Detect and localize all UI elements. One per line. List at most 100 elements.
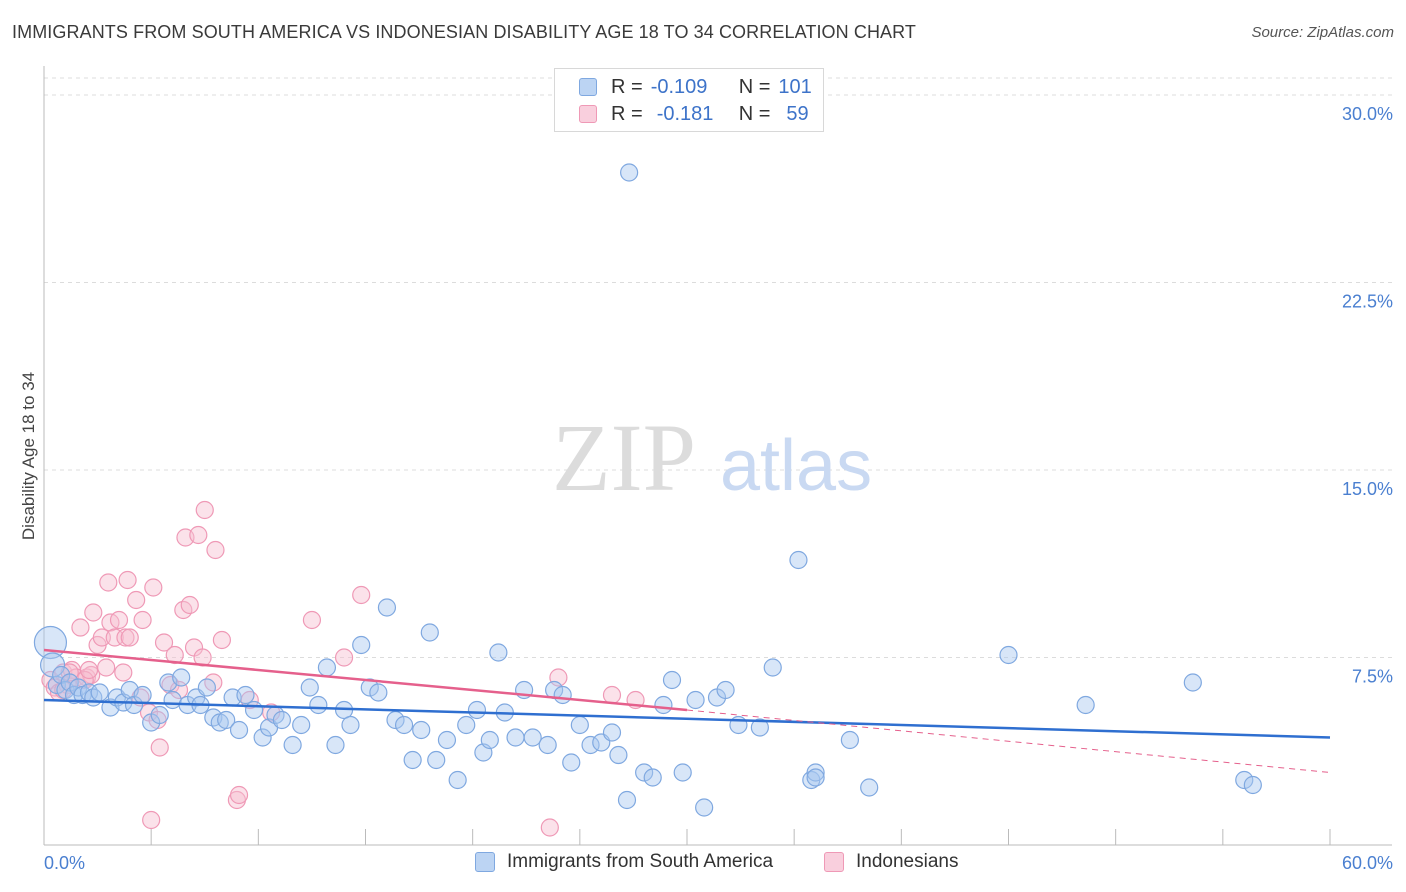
south-america-point [437,730,457,750]
south-america-point [480,730,499,750]
series-legend: Immigrants from South America Indonesian… [0,851,1406,879]
legend-n-value-pink: 59 [786,102,809,125]
south-america-point [602,723,622,742]
x-tick-label-max: 60.0% [1342,853,1393,873]
indonesian-point [144,578,163,597]
south-america-point [620,163,639,182]
indonesian-point [540,818,559,837]
south-america-point [369,683,388,702]
legend-item-south-america: Immigrants from South America [475,851,773,873]
legend-swatch-pink [579,105,597,123]
indonesian-point [118,570,137,590]
legend-r-value-pink: -0.181 [656,102,714,125]
legend-n-label-2: N = [738,102,771,125]
chart-title: IMMIGRANTS FROM SOUTH AMERICA VS INDONES… [12,22,917,42]
legend-n-value-blue: 101 [778,75,812,98]
legend-r-label: R = [611,75,643,98]
indonesian-point [206,540,225,560]
south-america-point [1183,673,1202,692]
indonesian-point [602,685,622,705]
south-america-point [806,768,825,787]
south-america-point [999,645,1018,665]
trend-lines [43,648,1331,773]
y-tick-label-3: 30.0% [1342,104,1393,124]
indonesian-point [189,525,208,545]
watermark: ZIP atlas [552,404,872,511]
south-america-point [1235,770,1254,790]
south-america-point [420,623,439,642]
trend-line-south-america [43,698,1331,739]
watermark-atlas: atlas [720,426,872,506]
south-america-point [562,753,581,772]
x-tick-label-min: 0.0% [44,853,85,873]
indonesian-point [127,590,146,610]
south-america-point [716,680,735,700]
south-america-point [609,745,628,765]
indonesian-point [71,618,90,637]
correlation-legend: R = -0.109 N = 101 R = -0.181 N = 59 [554,68,824,132]
indonesian-points [41,500,645,837]
south-america-point [283,735,302,755]
south-america-point [448,770,467,790]
indonesian-point [99,573,118,592]
south-america-point [427,750,446,770]
south-america-point [341,715,360,735]
indonesian-point [302,610,322,630]
south-america-point [840,730,859,750]
south-america-point [172,668,191,687]
indonesian-point [116,628,135,647]
legend-label-south-america: Immigrants from South America [507,851,774,872]
south-america-point [635,763,654,782]
south-america-point [1076,695,1095,715]
south-america-point [686,690,705,710]
south-america-point [394,715,414,735]
y-tick-label-1: 15.0% [1342,479,1393,499]
indonesian-point [195,500,214,520]
indonesian-point [150,738,169,757]
south-america-point [750,718,769,737]
south-america-point [654,695,673,715]
indonesian-point [97,658,116,677]
source-credit: Source: ZipAtlas.com [1251,24,1394,41]
south-america-point [217,710,236,730]
indonesian-point [84,603,103,622]
indonesian-point [114,663,133,682]
south-america-point [673,763,692,782]
south-america-point [860,778,879,797]
indonesian-point [120,628,139,647]
axes [43,66,1392,846]
south-america-point [236,685,255,705]
south-america-point [197,678,216,697]
south-america-point [489,643,508,662]
indonesian-point [334,648,354,667]
south-america-point [163,690,182,710]
south-america-point [360,678,379,697]
south-america-point [150,705,169,725]
south-america-point [457,715,476,735]
y-tick-label-2: 22.5% [1342,292,1393,312]
y-axis-label: Disability Age 18 to 34 [19,372,38,540]
indonesian-point [154,633,174,652]
indonesian-point [79,660,99,680]
trend-line-indonesians [43,648,688,712]
south-america-point [317,658,337,677]
south-america-point [553,685,572,705]
south-america-point [326,735,345,755]
legend-label-indonesians: Indonesians [856,851,959,872]
south-america-point [789,550,808,570]
indonesian-point [352,585,371,605]
south-america-point [523,728,542,747]
y-tick-label-0: 7.5% [1352,667,1393,687]
indonesian-point [142,810,161,830]
south-america-point [253,728,272,747]
south-america-point [695,798,714,817]
south-america-point [806,763,825,782]
legend-item-indonesians: Indonesians [824,851,958,873]
indonesian-point [105,628,124,647]
south-america-point [412,720,431,740]
legend-row-indonesians: R = -0.181 N = 59 [579,102,809,126]
south-america-point [352,635,371,655]
legend-swatch-blue [579,78,597,96]
legend-swatch-south-america [475,852,495,872]
watermark-zip: ZIP [552,404,696,511]
